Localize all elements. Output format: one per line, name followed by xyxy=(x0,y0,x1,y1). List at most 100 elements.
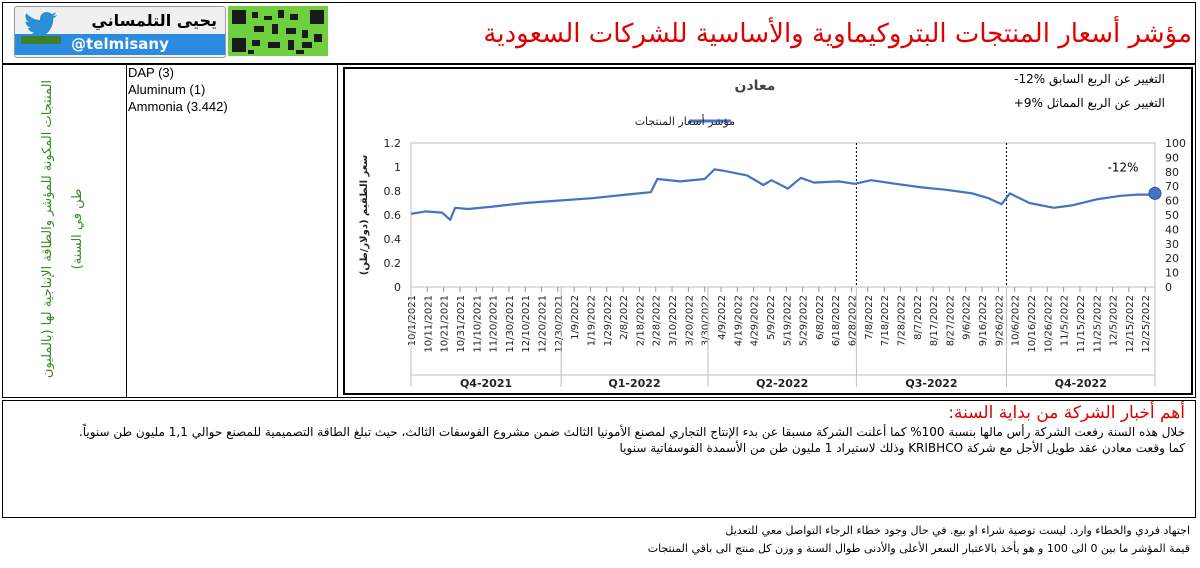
list-item: DAP (3) xyxy=(128,65,174,80)
x-tick-label: 9/26/2022 xyxy=(994,295,1005,346)
qr-cell xyxy=(302,42,312,48)
qr-cell xyxy=(286,28,296,34)
quarter-label: Q1-2022 xyxy=(608,377,660,390)
qr-cell xyxy=(310,10,324,24)
x-tick-label: 8/17/2022 xyxy=(929,295,940,346)
twitter-badge[interactable]: يحيى التلمساني @telmisany xyxy=(14,6,226,58)
x-tick-label: 1/19/2022 xyxy=(586,295,597,346)
qr-cell xyxy=(296,50,304,54)
x-tick-label: 8/27/2022 xyxy=(945,295,956,346)
x-tick-label: 4/19/2022 xyxy=(733,295,744,346)
x-tick-label: 3/20/2022 xyxy=(684,295,695,346)
x-tick-label: 2/18/2022 xyxy=(635,295,646,346)
y-left-tick-label: 1.2 xyxy=(384,137,402,150)
x-tick-label: 11/25/2022 xyxy=(1092,295,1103,353)
qr-cell xyxy=(232,38,246,52)
x-tick-label: 11/5/2022 xyxy=(1060,295,1071,346)
y-right-tick-label: 0 xyxy=(1165,281,1172,294)
y-right-tick-label: 90 xyxy=(1165,151,1179,164)
footer-note: قيمة المؤشر ما بين 0 الى 100 و هو يأخذ ب… xyxy=(647,542,1190,555)
qr-cell xyxy=(278,10,284,18)
x-tick-label: 12/5/2022 xyxy=(1109,295,1120,346)
y-right-tick-label: 70 xyxy=(1165,180,1179,193)
twitter-bird-icon xyxy=(24,12,57,37)
quarter-label: Q3-2022 xyxy=(905,377,957,390)
news-title: أهم أخبار الشركة من بداية السنة: xyxy=(948,403,1185,423)
x-tick-label: 9/16/2022 xyxy=(978,295,989,346)
x-tick-label: 1/9/2022 xyxy=(570,295,581,340)
x-tick-label: 10/26/2022 xyxy=(1043,295,1054,353)
logo-strip-icon xyxy=(21,36,61,44)
quarter-label: Q2-2022 xyxy=(756,377,808,390)
x-tick-label: 12/10/2021 xyxy=(521,295,532,353)
y-right-tick-label: 20 xyxy=(1165,252,1179,265)
divider xyxy=(337,64,338,398)
x-tick-label: 6/8/2022 xyxy=(815,295,826,340)
qr-cell xyxy=(268,42,280,48)
products-list: DAP (3) Aluminum (1) Ammonia (3.442) xyxy=(127,64,337,394)
x-tick-label: 3/10/2022 xyxy=(668,295,679,346)
y-left-tick-label: 1 xyxy=(394,161,401,174)
plot-area xyxy=(410,142,1156,288)
quarter-label: Q4-2021 xyxy=(460,377,512,390)
page-title: مؤشر أسعار المنتجات البتروكيماوية والأسا… xyxy=(483,19,1192,49)
x-tick-label: 2/28/2022 xyxy=(652,295,663,346)
series-line xyxy=(410,168,1155,221)
x-tick-label: 11/10/2021 xyxy=(472,295,483,353)
y-right-tick-label: 100 xyxy=(1165,137,1186,150)
x-tick-label: 12/20/2021 xyxy=(538,295,549,353)
qr-code-icon xyxy=(228,6,328,56)
y-right-tick-label: 60 xyxy=(1165,195,1179,208)
qr-cell xyxy=(264,16,272,20)
list-item: Aluminum (1) xyxy=(128,82,206,97)
qr-cell xyxy=(288,40,294,50)
x-tick-label: 6/28/2022 xyxy=(848,295,859,346)
qr-cell xyxy=(248,50,254,54)
list-item: Ammonia (3.442) xyxy=(128,99,228,114)
x-tick-label: 11/20/2021 xyxy=(489,295,500,353)
news-line: كما وقعت معادن عقد طويل الأجل مع شركة KR… xyxy=(619,441,1185,455)
y-left-tick-label: 0.4 xyxy=(384,233,402,246)
y-left-tick-label: 0.2 xyxy=(384,257,402,270)
qr-cell xyxy=(254,26,264,32)
x-tick-label: 8/7/2022 xyxy=(913,295,924,340)
side-label-cell: المنتجات المكونة للمؤشر والطاقة الإنتاجي… xyxy=(0,64,126,394)
qr-cell xyxy=(252,40,260,46)
x-tick-label: 5/19/2022 xyxy=(782,295,793,346)
x-tick-label: 5/9/2022 xyxy=(766,295,777,340)
author-name: يحيى التلمساني xyxy=(91,11,217,30)
footer-disclaimer: اجتهاد فردي والخطاء وارد. ليست توصية شرا… xyxy=(725,524,1190,537)
y-right-tick-label: 10 xyxy=(1165,267,1179,280)
y-left-tick-label: 0.6 xyxy=(384,209,402,222)
y-right-tick-label: 40 xyxy=(1165,223,1179,236)
x-tick-label: 10/16/2022 xyxy=(1027,295,1038,353)
divider xyxy=(126,64,127,398)
chart-frame xyxy=(343,67,1193,395)
y-right-tick-label: 50 xyxy=(1165,209,1179,222)
x-tick-label: 11/15/2022 xyxy=(1076,295,1087,353)
side-label: المنتجات المكونة للمؤشر والطاقة الإنتاجي… xyxy=(40,79,85,379)
qr-cell xyxy=(314,34,322,42)
x-tick-label: 1/29/2022 xyxy=(603,295,614,346)
x-tick-label: 7/28/2022 xyxy=(896,295,907,346)
x-tick-label: 10/21/2021 xyxy=(440,295,451,353)
x-tick-label: 7/18/2022 xyxy=(880,295,891,346)
news-line: خلال هذه السنة رفعت الشركة رأس مالها بنس… xyxy=(78,425,1185,439)
twitter-handle: @telmisany xyxy=(15,34,225,55)
x-tick-label: 10/11/2021 xyxy=(423,295,434,353)
y-axis-label: سعر الطقيم (دولار/طن) xyxy=(359,155,370,276)
header-frame xyxy=(2,2,1196,64)
price-index-chart: معادن مؤشر أسعار المنتجات التغيير عن الر… xyxy=(359,72,1186,390)
x-tick-label: 12/25/2022 xyxy=(1141,295,1152,353)
x-tick-label: 9/6/2022 xyxy=(962,295,973,340)
x-tick-label: 6/18/2022 xyxy=(831,295,842,346)
x-tick-label: 2/8/2022 xyxy=(619,295,630,340)
x-tick-label: 4/29/2022 xyxy=(750,295,761,346)
x-tick-label: 10/6/2022 xyxy=(1011,295,1022,346)
x-tick-label: 12/15/2022 xyxy=(1125,295,1136,353)
x-tick-label: 3/30/2022 xyxy=(701,295,712,346)
qr-cell xyxy=(302,30,308,38)
news-section: أهم أخبار الشركة من بداية السنة: خلال هذ… xyxy=(2,400,1196,518)
x-tick-label: 7/8/2022 xyxy=(864,295,875,340)
last-point-marker xyxy=(1148,186,1162,200)
